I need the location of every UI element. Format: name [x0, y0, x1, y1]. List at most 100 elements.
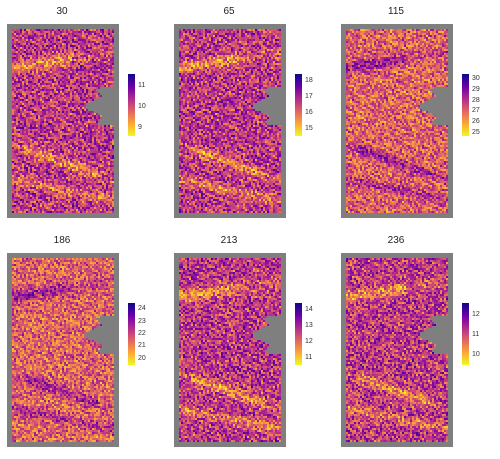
raster-cell — [76, 111, 78, 113]
raster-cell — [70, 45, 72, 47]
raster-cell — [88, 191, 90, 193]
raster-cell — [52, 99, 54, 101]
raster-cell — [217, 31, 219, 33]
raster-cell — [90, 77, 92, 79]
raster-cell — [80, 91, 82, 93]
raster-cell — [54, 153, 56, 155]
raster-cell — [24, 113, 26, 115]
raster-cell — [98, 33, 100, 35]
raster-cell — [54, 117, 56, 119]
raster-cell — [48, 75, 50, 77]
raster-cell — [32, 61, 34, 63]
raster-cell — [108, 53, 110, 55]
raster-cell — [48, 85, 50, 87]
raster-cell — [68, 65, 70, 67]
raster-cell — [221, 33, 223, 35]
raster-cell — [193, 35, 195, 37]
raster-cell — [78, 205, 80, 207]
raster-cell — [98, 157, 100, 159]
raster-cell — [70, 151, 72, 153]
raster-cell — [275, 45, 277, 47]
raster-cell — [66, 89, 68, 91]
raster-cell — [22, 131, 24, 133]
raster-cell — [42, 87, 44, 89]
raster-cell — [92, 95, 94, 97]
raster-cell — [14, 89, 16, 91]
raster-cell — [58, 67, 60, 69]
raster-cell — [78, 81, 80, 83]
raster-cell — [44, 181, 46, 183]
raster-cell — [92, 123, 94, 125]
raster-cell — [64, 153, 66, 155]
raster-cell — [36, 45, 38, 47]
raster-cell — [211, 39, 213, 41]
raster-cell — [16, 57, 18, 59]
raster-cell — [112, 141, 114, 143]
raster-cell — [60, 71, 62, 73]
raster-cell — [80, 63, 82, 65]
raster-cell — [86, 53, 88, 55]
raster-cell — [52, 165, 54, 167]
raster-cell — [14, 83, 16, 85]
raster-cell — [253, 29, 255, 31]
raster-cell — [62, 141, 64, 143]
raster-cell — [46, 101, 48, 103]
raster-cell — [102, 51, 104, 53]
raster-cell — [100, 177, 102, 179]
raster-cell — [56, 149, 58, 151]
raster-cell — [24, 205, 26, 207]
raster-cell — [68, 203, 70, 205]
raster-cell — [223, 35, 225, 37]
raster-cell — [24, 73, 26, 75]
raster-cell — [46, 35, 48, 37]
raster-cell — [64, 87, 66, 89]
raster-cell — [80, 37, 82, 39]
raster-cell — [64, 165, 66, 167]
raster-cell — [18, 55, 20, 57]
raster-cell — [90, 113, 92, 115]
raster-cell — [42, 115, 44, 117]
raster-cell — [60, 97, 62, 99]
raster-cell — [32, 67, 34, 69]
raster-cell — [225, 31, 227, 33]
raster-cell — [66, 185, 68, 187]
raster-cell — [112, 193, 114, 195]
raster-cell — [98, 83, 100, 85]
raster-cell — [74, 205, 76, 207]
raster-cell — [32, 37, 34, 39]
raster-cell — [96, 47, 98, 49]
raster-cell — [36, 75, 38, 77]
raster-cell — [84, 103, 86, 105]
raster-cell — [30, 111, 32, 113]
raster-cell — [62, 113, 64, 115]
raster-cell — [26, 57, 28, 59]
raster-cell — [14, 81, 16, 83]
raster-cell — [22, 167, 24, 169]
raster-cell — [249, 37, 251, 39]
raster-cell — [88, 167, 90, 169]
raster-cell — [24, 171, 26, 173]
raster-cell — [48, 33, 50, 35]
raster-cell — [66, 129, 68, 131]
raster-cell — [24, 83, 26, 85]
raster-cell — [78, 167, 80, 169]
raster-cell — [72, 175, 74, 177]
raster-cell — [193, 29, 195, 31]
raster-cell — [110, 63, 112, 65]
raster-cell — [30, 197, 32, 199]
raster-cell — [34, 187, 36, 189]
raster-cell — [26, 173, 28, 175]
raster-cell — [56, 41, 58, 43]
raster-cell — [48, 65, 50, 67]
raster-cell — [60, 179, 62, 181]
raster-cell — [231, 43, 233, 45]
raster-cell — [38, 49, 40, 51]
raster-cell — [54, 191, 56, 193]
raster-cell — [231, 45, 233, 47]
raster-cell — [26, 175, 28, 177]
raster-cell — [201, 41, 203, 43]
raster-cell — [92, 111, 94, 113]
raster-cell — [74, 201, 76, 203]
raster-cell — [24, 77, 26, 79]
raster-cell — [98, 143, 100, 145]
